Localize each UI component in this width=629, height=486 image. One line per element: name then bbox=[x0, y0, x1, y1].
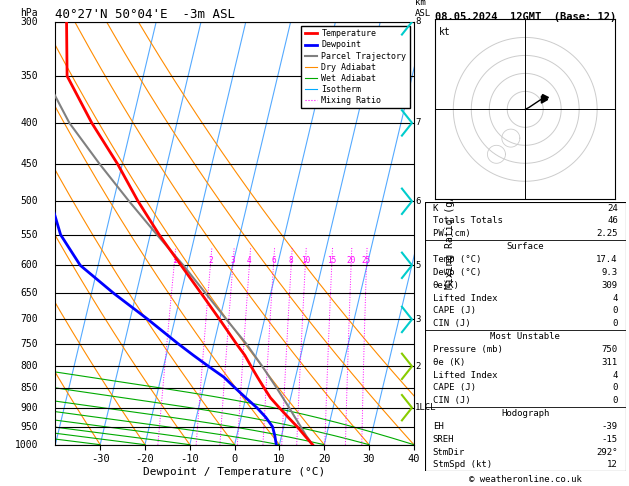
Text: Totals Totals: Totals Totals bbox=[433, 216, 503, 226]
Text: CIN (J): CIN (J) bbox=[433, 396, 470, 405]
Text: 46: 46 bbox=[607, 216, 618, 226]
Text: CAPE (J): CAPE (J) bbox=[433, 306, 476, 315]
Text: 311: 311 bbox=[602, 358, 618, 367]
Text: Lifted Index: Lifted Index bbox=[433, 371, 497, 380]
Text: K: K bbox=[433, 204, 438, 212]
Text: 4: 4 bbox=[613, 371, 618, 380]
Text: 3: 3 bbox=[230, 256, 235, 265]
Text: 25: 25 bbox=[362, 256, 371, 265]
Text: 15: 15 bbox=[327, 256, 337, 265]
X-axis label: Dewpoint / Temperature (°C): Dewpoint / Temperature (°C) bbox=[143, 467, 326, 477]
Text: StmDir: StmDir bbox=[433, 448, 465, 457]
Text: km
ASL: km ASL bbox=[415, 0, 431, 17]
Text: 5: 5 bbox=[415, 261, 421, 270]
Text: 40°27'N 50°04'E  -3m ASL: 40°27'N 50°04'E -3m ASL bbox=[55, 8, 235, 21]
Text: -39: -39 bbox=[602, 422, 618, 431]
Text: CIN (J): CIN (J) bbox=[433, 319, 470, 328]
Text: 4: 4 bbox=[247, 256, 252, 265]
Text: 950: 950 bbox=[21, 422, 38, 432]
Text: 350: 350 bbox=[21, 71, 38, 81]
Text: 850: 850 bbox=[21, 382, 38, 393]
Text: 300: 300 bbox=[21, 17, 38, 27]
Text: 1000: 1000 bbox=[14, 440, 38, 450]
Text: 3: 3 bbox=[415, 315, 421, 324]
Text: 0: 0 bbox=[613, 396, 618, 405]
Text: 7: 7 bbox=[415, 119, 421, 127]
Text: 0: 0 bbox=[613, 306, 618, 315]
Text: Hodograph: Hodograph bbox=[501, 409, 549, 418]
Text: CAPE (J): CAPE (J) bbox=[433, 383, 476, 392]
Text: 2: 2 bbox=[415, 362, 421, 371]
Text: 750: 750 bbox=[21, 339, 38, 348]
Text: 8: 8 bbox=[289, 256, 294, 265]
Text: 600: 600 bbox=[21, 260, 38, 270]
Text: 9.3: 9.3 bbox=[602, 268, 618, 277]
Text: 17.4: 17.4 bbox=[596, 255, 618, 264]
Text: θe (K): θe (K) bbox=[433, 358, 465, 367]
Text: Surface: Surface bbox=[506, 242, 544, 251]
Text: 0: 0 bbox=[613, 383, 618, 392]
Text: 4: 4 bbox=[613, 294, 618, 302]
Text: 900: 900 bbox=[21, 403, 38, 413]
Text: © weatheronline.co.uk: © weatheronline.co.uk bbox=[469, 474, 582, 484]
Text: 10: 10 bbox=[301, 256, 310, 265]
Text: 1: 1 bbox=[172, 256, 176, 265]
Text: StmSpd (kt): StmSpd (kt) bbox=[433, 461, 492, 469]
Text: 700: 700 bbox=[21, 314, 38, 325]
Text: SREH: SREH bbox=[433, 435, 454, 444]
Text: 12: 12 bbox=[607, 461, 618, 469]
Text: 24: 24 bbox=[607, 204, 618, 212]
Text: -15: -15 bbox=[602, 435, 618, 444]
Text: 500: 500 bbox=[21, 196, 38, 206]
Text: Pressure (mb): Pressure (mb) bbox=[433, 345, 503, 354]
Text: 2.25: 2.25 bbox=[596, 229, 618, 238]
Text: Dewp (°C): Dewp (°C) bbox=[433, 268, 481, 277]
Text: θe(K): θe(K) bbox=[433, 281, 460, 290]
Text: Most Unstable: Most Unstable bbox=[490, 332, 560, 341]
Text: 2: 2 bbox=[208, 256, 213, 265]
Text: 750: 750 bbox=[602, 345, 618, 354]
Text: PW (cm): PW (cm) bbox=[433, 229, 470, 238]
Text: 292°: 292° bbox=[596, 448, 618, 457]
Text: 6: 6 bbox=[271, 256, 276, 265]
Text: Mixing Ratio (g/kg): Mixing Ratio (g/kg) bbox=[445, 177, 455, 289]
Text: kt: kt bbox=[439, 27, 450, 36]
Text: 309: 309 bbox=[602, 281, 618, 290]
Text: 20: 20 bbox=[347, 256, 356, 265]
Text: 1LCL: 1LCL bbox=[415, 403, 437, 412]
Text: 550: 550 bbox=[21, 230, 38, 240]
Text: 0: 0 bbox=[613, 319, 618, 328]
Text: 400: 400 bbox=[21, 118, 38, 128]
Text: 650: 650 bbox=[21, 288, 38, 298]
Text: Temp (°C): Temp (°C) bbox=[433, 255, 481, 264]
Text: 800: 800 bbox=[21, 361, 38, 371]
Text: 450: 450 bbox=[21, 159, 38, 169]
Text: 8: 8 bbox=[415, 17, 421, 26]
Text: 6: 6 bbox=[415, 197, 421, 206]
Text: 08.05.2024  12GMT  (Base: 12): 08.05.2024 12GMT (Base: 12) bbox=[435, 12, 616, 22]
Text: Lifted Index: Lifted Index bbox=[433, 294, 497, 302]
Text: hPa: hPa bbox=[21, 8, 38, 17]
Text: EH: EH bbox=[433, 422, 443, 431]
Legend: Temperature, Dewpoint, Parcel Trajectory, Dry Adiabat, Wet Adiabat, Isotherm, Mi: Temperature, Dewpoint, Parcel Trajectory… bbox=[301, 26, 409, 108]
